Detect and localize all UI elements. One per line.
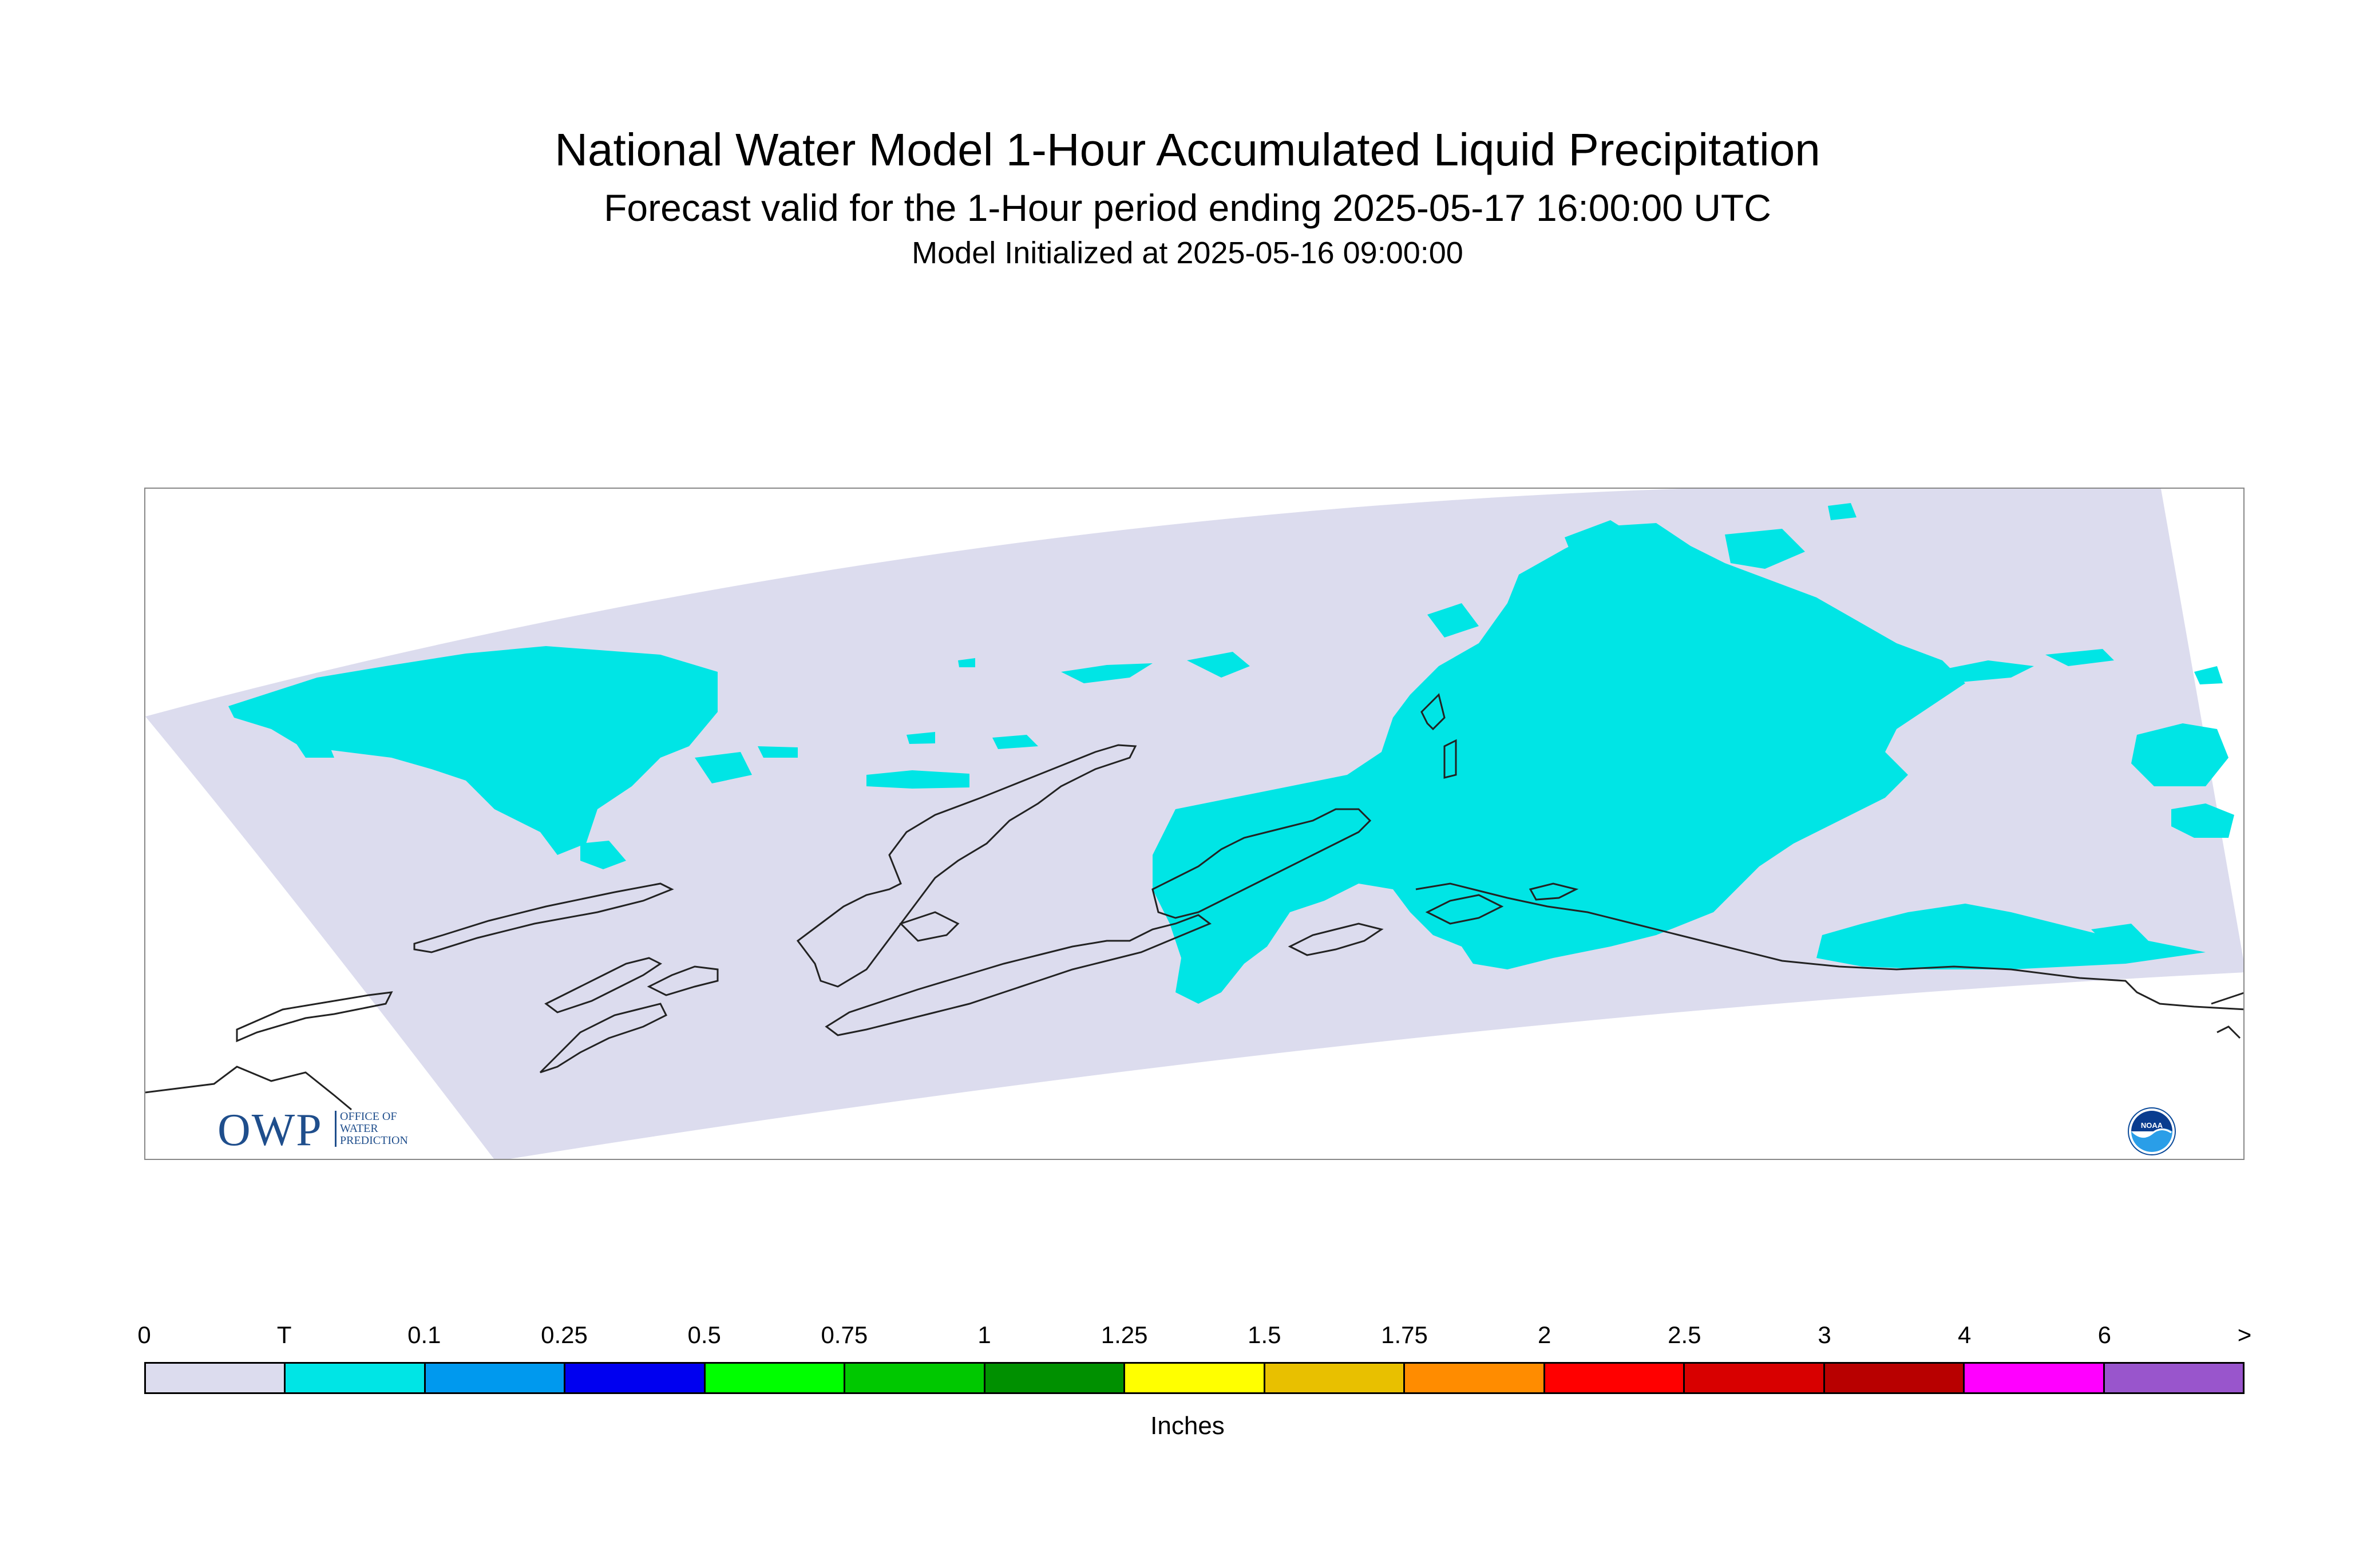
legend-swatch — [1545, 1364, 1685, 1392]
legend-swatch — [2104, 1364, 2243, 1392]
legend-tick-label: 0.1 — [407, 1321, 441, 1348]
noaa-logo-text: NOAA — [2141, 1121, 2163, 1130]
legend-tick-label: 1.5 — [1248, 1321, 1281, 1348]
legend-tick-label: 0.5 — [687, 1321, 721, 1348]
noaa-logo-icon: NOAA — [2128, 1107, 2176, 1155]
legend-swatch — [1125, 1364, 1265, 1392]
owp-logo-subtitle: OFFICE OF WATER PREDICTION — [335, 1111, 408, 1147]
map-title: National Water Model 1-Hour Accumulated … — [555, 124, 1820, 175]
legend-tick-labels: 0 T 0.1 0.25 0.5 0.75 1 1.25 1.5 1.75 2 2.5 3 4 6 > — [137, 1321, 2251, 1352]
legend-tick-label: 2.5 — [1668, 1321, 1701, 1348]
legend-tick-label: > — [2237, 1321, 2252, 1348]
legend-tick-label: 0 — [137, 1321, 151, 1348]
legend-swatch — [1265, 1364, 1406, 1392]
legend-tick-label: 6 — [2097, 1321, 2112, 1348]
legend-swatch — [705, 1364, 846, 1392]
forecast-valid-line: Forecast valid for the 1-Hour period end… — [604, 187, 1771, 229]
legend-swatch — [286, 1364, 426, 1392]
legend-swatch — [1405, 1364, 1545, 1392]
map-canvas — [145, 489, 2243, 1159]
legend-tick-label: 2 — [1537, 1321, 1551, 1348]
legend-tick-label: 4 — [1957, 1321, 1972, 1348]
legend-tick-label: 0.25 — [541, 1321, 588, 1348]
legend-tick-label: 0.75 — [821, 1321, 868, 1348]
legend-tick-label: 1.75 — [1381, 1321, 1428, 1348]
legend-swatch — [425, 1364, 566, 1392]
model-init-line: Model Initialized at 2025-05-16 09:00:00 — [912, 236, 1463, 270]
legend-swatch — [565, 1364, 706, 1392]
legend-tick-label: 3 — [1818, 1321, 1831, 1348]
legend-tick-label: T — [276, 1321, 292, 1348]
precipitation-areas — [228, 503, 2234, 1004]
legend-swatch — [1965, 1364, 2105, 1392]
legend-swatch — [1685, 1364, 1825, 1392]
owp-line-1: OFFICE OF — [340, 1110, 397, 1123]
legend-swatch — [1824, 1364, 1965, 1392]
owp-logo-letters: OWP — [217, 1105, 323, 1155]
legend-units-label: Inches — [1150, 1412, 1225, 1440]
owp-line-3: PREDICTION — [340, 1134, 408, 1147]
coastlines — [145, 693, 2243, 1111]
legend-swatch — [985, 1364, 1126, 1392]
precipitation-legend — [144, 1362, 2245, 1394]
legend-tick-label: 1 — [977, 1321, 991, 1348]
owp-line-2: WATER — [340, 1122, 378, 1135]
legend-swatch — [845, 1364, 985, 1392]
legend-tick-label: 1.25 — [1101, 1321, 1148, 1348]
precipitation-map — [144, 488, 2245, 1160]
legend-swatch — [146, 1364, 286, 1392]
